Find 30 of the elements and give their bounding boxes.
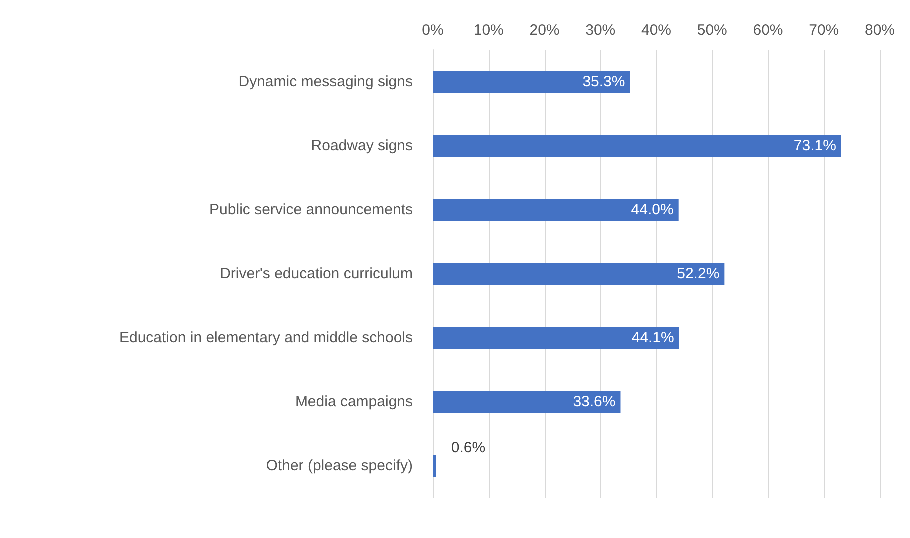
- data-label: 44.0%: [631, 202, 674, 218]
- y-tick-label: Education in elementary and middle schools: [119, 330, 413, 346]
- bar: [433, 199, 679, 221]
- bar: [433, 455, 436, 477]
- y-tick-label: Roadway signs: [311, 138, 413, 154]
- x-tick-label: 70%: [809, 22, 840, 39]
- y-tick-label: Other (please specify): [266, 458, 413, 474]
- x-tick-label: 40%: [641, 22, 672, 39]
- bar: [433, 71, 630, 93]
- bar: [433, 391, 621, 413]
- y-tick-label: Public service announcements: [210, 202, 413, 218]
- y-tick-label: Driver's education curriculum: [220, 266, 413, 282]
- data-label: 33.6%: [573, 394, 616, 410]
- y-tick-label: Dynamic messaging signs: [238, 74, 413, 90]
- bar: [433, 135, 842, 157]
- x-tick-label: 50%: [697, 22, 728, 39]
- data-label: 52.2%: [677, 266, 720, 282]
- x-tick-label: 20%: [530, 22, 560, 39]
- data-label: 73.1%: [794, 138, 836, 154]
- x-tick-label: 80%: [864, 22, 896, 39]
- data-label: 35.3%: [582, 74, 626, 90]
- y-tick-label: Media campaigns: [295, 394, 413, 410]
- x-tick-label: 0%: [422, 22, 444, 39]
- x-tick-label: 30%: [586, 22, 616, 39]
- data-label: 44.1%: [632, 330, 674, 346]
- data-label: 0.6%: [451, 440, 486, 456]
- x-tick-label: 60%: [753, 22, 784, 39]
- bar: [433, 327, 680, 349]
- bar: [433, 263, 725, 285]
- x-tick-label: 10%: [474, 22, 504, 39]
